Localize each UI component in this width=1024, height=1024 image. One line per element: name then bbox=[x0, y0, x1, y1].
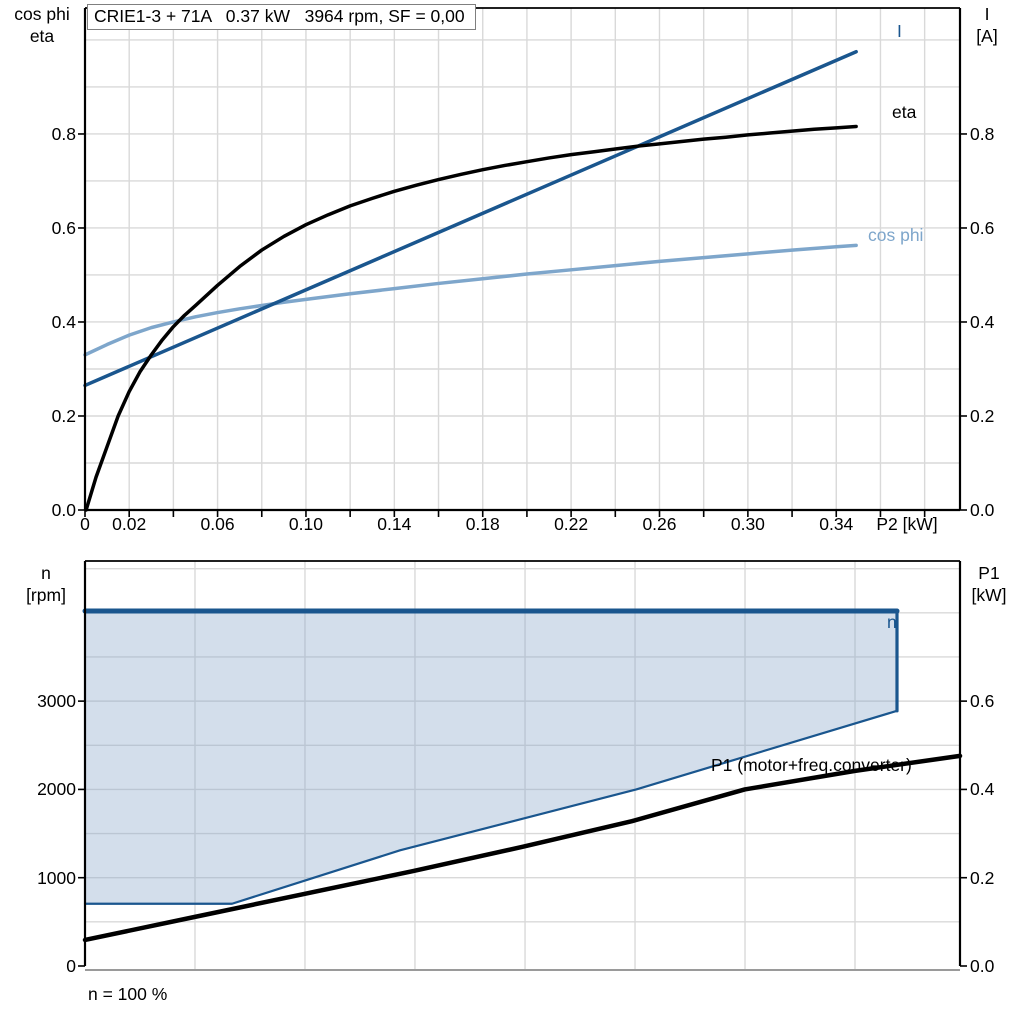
footnote-speed-percent: n = 100 % bbox=[88, 984, 168, 1004]
upper-y-right-tick-label: 0.8 bbox=[970, 123, 995, 144]
lower-y-right-tick-label: 0.6 bbox=[970, 691, 995, 712]
upper-x-tick-label: 0 bbox=[80, 514, 90, 534]
upper-x-tick-label: 0.02 bbox=[112, 514, 147, 534]
upper-left-axis-title: cos phi eta bbox=[6, 3, 78, 47]
upper-x-tick-label: 0.10 bbox=[288, 514, 323, 534]
p1-axis-title: P1 bbox=[978, 563, 1000, 583]
allowed-speed-area bbox=[85, 611, 897, 904]
current-axis-title: I bbox=[984, 4, 990, 24]
n-min-boundary bbox=[83, 709, 899, 905]
lower-right-axis-title: P1 [kW] bbox=[962, 562, 1016, 606]
upper-x-tick-label: 0.34 bbox=[819, 514, 854, 534]
upper-y-left-tick-label: 0.0 bbox=[51, 500, 76, 520]
curve-eta bbox=[84, 124, 858, 512]
lower-left-axis-title: n [rpm] bbox=[14, 562, 78, 606]
curve-label-eta: eta bbox=[892, 102, 917, 122]
curve-label-p1: P1 (motor+freq.converter) bbox=[711, 755, 912, 775]
curve-label-speed: n bbox=[887, 612, 897, 632]
chart-title: CRIE1-3 + 71A 0.37 kW 3964 rpm, SF = 0,0… bbox=[94, 6, 465, 26]
upper-x-tick-label: 0.30 bbox=[730, 514, 765, 534]
upper-x-tick-label: 0.26 bbox=[642, 514, 677, 534]
upper-y-right-tick-label: 0.2 bbox=[970, 405, 995, 426]
curve-label-current: I bbox=[897, 21, 902, 41]
speed-axis-unit: [rpm] bbox=[26, 585, 66, 605]
upper-x-axis-label: P2 [kW] bbox=[876, 514, 938, 534]
upper-y-right-tick-label: 0.0 bbox=[970, 500, 995, 520]
upper-x-tick-label: 0.18 bbox=[465, 514, 500, 534]
upper-y-left-tick-label: 0.2 bbox=[51, 405, 76, 426]
lower-y-right-tick-label: 0.4 bbox=[970, 779, 995, 800]
lower-y-left-tick-label: 3000 bbox=[37, 691, 76, 712]
lower-y-right-tick-label: 0.2 bbox=[970, 867, 995, 888]
upper-x-tick-label: 0.14 bbox=[377, 514, 412, 534]
p1-axis-unit: [kW] bbox=[971, 585, 1007, 605]
upper-y-left-tick-label: 0.6 bbox=[51, 217, 76, 238]
upper-y-right-tick-label: 0.4 bbox=[970, 311, 995, 332]
current-axis-unit: [A] bbox=[976, 26, 998, 46]
lower-y-left-tick-label: 2000 bbox=[37, 779, 76, 800]
curve-cos-phi bbox=[83, 243, 858, 357]
upper-x-tick-label: 0.06 bbox=[200, 514, 235, 534]
upper-right-axis-title: I [A] bbox=[962, 3, 1012, 47]
eta-axis-title: eta bbox=[29, 26, 55, 46]
chart-title-box: CRIE1-3 + 71A 0.37 kW 3964 rpm, SF = 0,0… bbox=[87, 4, 476, 30]
curve-label-cos-phi: cos phi bbox=[868, 225, 924, 245]
upper-y-left-tick-label: 0.4 bbox=[51, 311, 76, 332]
upper-y-left-tick-label: 0.8 bbox=[51, 123, 76, 144]
lower-y-left-tick-label: 0 bbox=[66, 956, 76, 976]
curve-I bbox=[83, 49, 858, 388]
lower-y-left-tick-label: 1000 bbox=[37, 867, 76, 888]
upper-y-right-tick-label: 0.6 bbox=[970, 217, 995, 238]
lower-y-right-tick-label: 0.0 bbox=[970, 956, 995, 976]
upper-x-tick-label: 0.22 bbox=[554, 514, 589, 534]
p1-curve bbox=[82, 753, 963, 943]
cos-phi-axis-title: cos phi bbox=[14, 4, 70, 24]
speed-axis-title: n bbox=[41, 563, 51, 583]
